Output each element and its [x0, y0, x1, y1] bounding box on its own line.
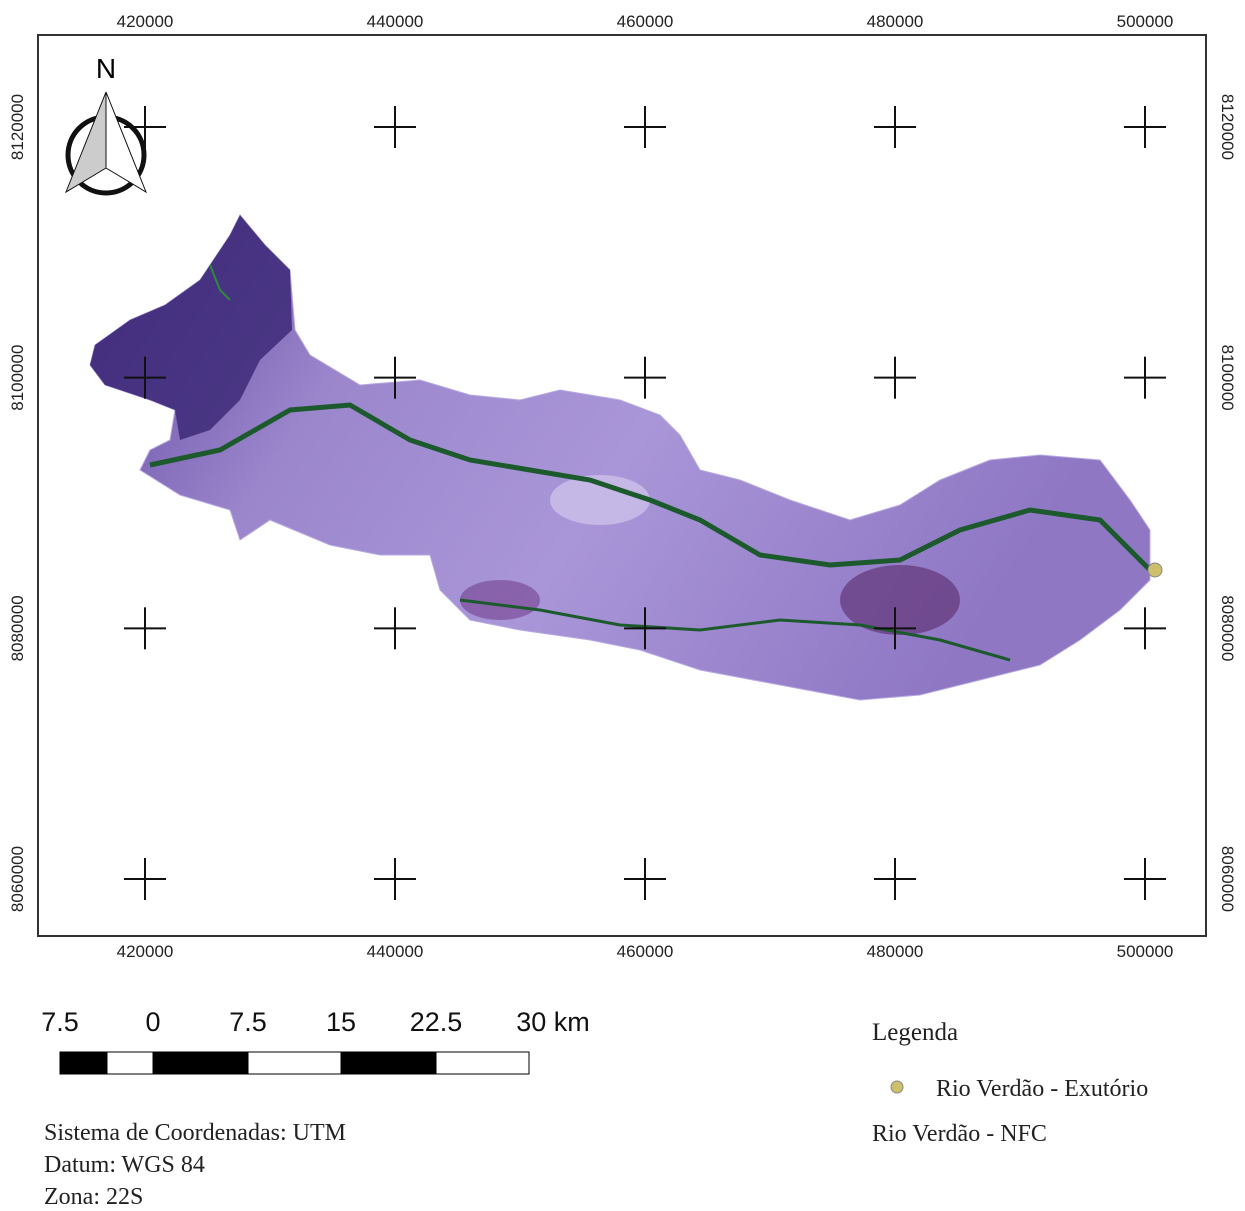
legend-item: Rio Verdão - Exutório — [936, 1076, 1148, 1102]
north-arrow-right — [105, 91, 148, 194]
x-coord-label: 500000 — [1117, 12, 1174, 31]
crs-info: Sistema de Coordenadas: UTM — [44, 1120, 346, 1146]
x-coord-label: 420000 — [117, 12, 174, 31]
scale-seg — [435, 1051, 530, 1075]
river — [209, 264, 231, 301]
basin-dark-zone — [460, 580, 540, 620]
x-coord-label: 420000 — [117, 942, 174, 961]
x-coord-label: 460000 — [617, 12, 674, 31]
crs-info: Datum: WGS 84 — [44, 1152, 205, 1178]
outlet-point — [1147, 562, 1163, 578]
x-coord-label: 440000 — [367, 942, 424, 961]
legend-title: Legenda — [872, 1019, 958, 1046]
river — [149, 402, 1152, 572]
x-coord-label: 440000 — [367, 12, 424, 31]
crs-info: Zona: 22S — [44, 1184, 143, 1210]
north-arrow: N — [64, 53, 148, 196]
scale-seg — [247, 1051, 342, 1075]
north-label: N — [96, 53, 116, 84]
y-coord-label: 8120000 — [1218, 94, 1237, 160]
scale-seg — [59, 1051, 108, 1075]
y-coord-label: 8100000 — [1218, 345, 1237, 411]
y-coord-label: 8120000 — [8, 94, 27, 160]
basin-dark-zone — [840, 565, 960, 635]
basin-light-zone — [550, 475, 650, 525]
x-coord-label: 460000 — [617, 942, 674, 961]
scale-label: 22.5 — [410, 1007, 463, 1037]
scale-label: 15 — [326, 1007, 356, 1037]
y-coord-label: 8080000 — [8, 595, 27, 661]
legend-item: Rio Verdão - NFC — [872, 1121, 1047, 1147]
scale-bar — [59, 1051, 530, 1075]
scale-label: 30 km — [516, 1007, 590, 1037]
basin-dark-zone — [90, 215, 292, 440]
legend: Legenda Rio Verdão - Exutório Rio Verdão… — [872, 1019, 1148, 1147]
y-coord-label: 8080000 — [1218, 595, 1237, 661]
x-coord-label: 500000 — [1117, 942, 1174, 961]
scale-seg — [152, 1051, 249, 1075]
legend-symbol — [890, 1080, 904, 1094]
basin — [89, 214, 1152, 701]
x-coord-label: 480000 — [867, 942, 924, 961]
y-coord-label: 8060000 — [1218, 846, 1237, 912]
scale-label: 7.5 — [229, 1007, 267, 1037]
x-coord-label: 480000 — [867, 12, 924, 31]
river — [459, 598, 1011, 662]
y-coord-label: 8060000 — [8, 846, 27, 912]
info: Sistema de Coordenadas: UTM Datum: WGS 8… — [44, 1120, 346, 1210]
scale-label: 7.5 — [41, 1007, 79, 1037]
scale-seg — [340, 1051, 437, 1075]
y-coord-label: 8100000 — [8, 345, 27, 411]
scale-label: 0 — [145, 1007, 160, 1037]
scale-seg — [106, 1051, 154, 1075]
